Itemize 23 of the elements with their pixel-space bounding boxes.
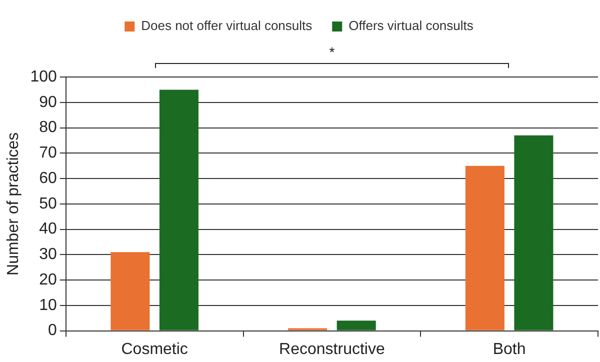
y-tick-label: 10	[39, 296, 57, 314]
y-tick-label: 20	[39, 271, 57, 288]
y-tick-label: 30	[39, 246, 57, 264]
y-tick-label: 80	[39, 119, 57, 136]
y-tick-label: 0	[48, 322, 57, 340]
y-tick-label: 100	[30, 68, 57, 86]
x-tick-label: Cosmetic	[121, 340, 188, 358]
text: *	[329, 44, 336, 60]
y-tick-label: 60	[39, 170, 57, 187]
bar	[159, 90, 198, 330]
bar	[110, 252, 150, 330]
bar	[514, 135, 554, 330]
y-tick-label: 70	[39, 144, 57, 162]
x-tick-label: Both	[492, 340, 526, 358]
legend-label: Offers virtual consults	[348, 18, 474, 34]
y-axis-title: Number of practices	[5, 132, 22, 276]
y-tick-label: 50	[39, 195, 57, 212]
y-tick-label: 90	[39, 94, 57, 111]
x-tick-label: Reconstructive	[279, 340, 385, 358]
bar	[336, 320, 376, 330]
legend-label: Does not offer virtual consults	[141, 18, 313, 34]
y-tick-label: 40	[39, 220, 57, 238]
bar	[465, 166, 504, 330]
